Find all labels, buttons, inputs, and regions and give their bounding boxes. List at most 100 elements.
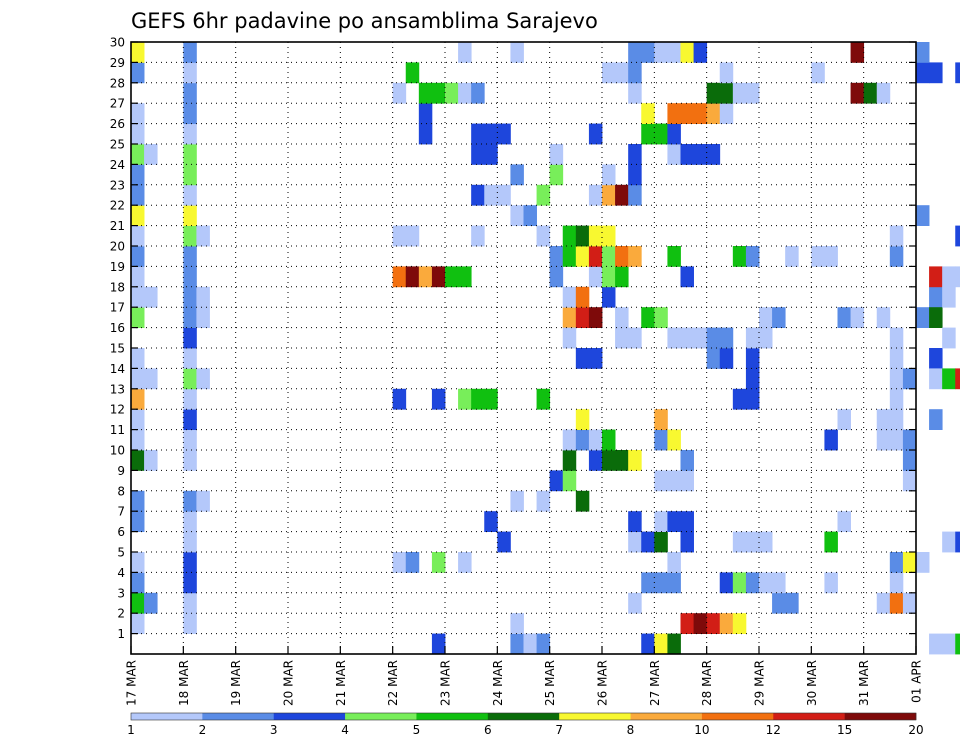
heatmap-cell: [183, 286, 197, 308]
colorbar-frame: [130, 712, 917, 721]
heatmap-cell: [916, 62, 930, 84]
heatmap-cell: [484, 144, 498, 165]
heatmap-cell: [680, 266, 694, 288]
y-tick-label: 29: [110, 56, 125, 70]
heatmap-cell: [889, 388, 904, 410]
colorbar-segment: [273, 713, 346, 720]
heatmap-cell: [732, 531, 747, 553]
heatmap-cell: [588, 123, 603, 145]
heatmap-cell: [562, 225, 577, 247]
heatmap-cell: [131, 511, 145, 532]
heatmap-cell: [628, 327, 642, 349]
heatmap-cell: [562, 450, 577, 471]
heatmap-cell: [667, 511, 681, 532]
heatmap-cell: [942, 531, 956, 553]
heatmap-cell: [575, 348, 590, 369]
heatmap-cell: [392, 82, 407, 104]
y-axis-ticks: 1234567891011121314151617181920212223242…: [110, 36, 916, 641]
heatmap-cell: [602, 225, 616, 247]
x-tick-label: 20 MAR: [282, 660, 296, 706]
y-tick-label: 8: [117, 484, 125, 498]
heatmap-cell: [745, 246, 760, 267]
heatmap-cell: [654, 307, 668, 328]
colorbar-label: 20: [908, 723, 923, 737]
heatmap-cell: [418, 103, 433, 124]
heatmap-cell: [196, 286, 210, 308]
colorbar-segment: [559, 713, 631, 720]
heatmap-cell: [497, 184, 511, 206]
heatmap-cell: [183, 225, 197, 247]
heatmap-cell: [732, 572, 747, 594]
heatmap-cell: [680, 327, 694, 349]
colorbar-label: 1: [127, 723, 135, 737]
heatmap-cell: [497, 531, 511, 553]
heatmap-cell: [667, 470, 681, 492]
heatmap-cell: [131, 429, 145, 451]
heatmap-cell: [824, 429, 838, 451]
heatmap-cell: [902, 592, 917, 614]
heatmap-cell: [929, 307, 943, 328]
heatmap-cell: [484, 123, 498, 145]
heatmap-cell: [602, 62, 616, 84]
heatmap-cell: [745, 348, 760, 369]
heatmap-cell: [562, 327, 577, 349]
heatmap-cell: [667, 123, 681, 145]
y-tick-label: 13: [110, 382, 125, 396]
heatmap-cell: [562, 470, 577, 492]
heatmap-cell: [510, 633, 524, 655]
heatmap-cell: [562, 307, 577, 328]
heatmap-cell: [641, 572, 655, 594]
heatmap-cell: [916, 42, 930, 63]
heatmap-cell: [575, 307, 590, 328]
heatmap-cell: [131, 592, 145, 614]
heatmap-cell: [183, 450, 197, 471]
y-tick-label: 21: [110, 219, 125, 233]
heatmap-cell: [680, 42, 694, 63]
heatmap-cell: [745, 388, 760, 410]
heatmap-cell: [131, 123, 145, 145]
heatmap-cell: [706, 103, 721, 124]
heatmap-cell: [719, 62, 734, 84]
colorbar-label: 2: [199, 723, 207, 737]
heatmap-cell: [955, 266, 960, 288]
y-tick-label: 24: [110, 158, 125, 172]
heatmap-cell: [889, 327, 904, 349]
heatmap-cell: [706, 348, 721, 369]
heatmap-cell: [131, 144, 145, 165]
heatmap-cell: [680, 470, 694, 492]
heatmap-cell: [942, 633, 956, 655]
heatmap-cell: [811, 246, 825, 267]
heatmap-cell: [706, 327, 721, 349]
heatmap-cell: [144, 144, 158, 165]
heatmap-cell: [929, 266, 943, 288]
heatmap-cell: [745, 531, 760, 553]
y-tick-label: 11: [110, 423, 125, 437]
heatmap-cell: [615, 246, 629, 267]
heatmap-cell: [785, 592, 799, 614]
x-tick-label: 24 MAR: [491, 660, 505, 706]
heatmap-cell: [706, 613, 721, 634]
heatmap-cell: [458, 42, 472, 63]
heatmap-cell: [824, 572, 838, 594]
heatmap-cell: [183, 592, 197, 614]
colorbar-label: 15: [837, 723, 852, 737]
heatmap-cell: [562, 429, 577, 451]
heatmap-cell: [144, 592, 158, 614]
heatmap-cell: [837, 409, 851, 430]
heatmap-cell: [131, 348, 145, 369]
heatmap-cell: [183, 307, 197, 328]
heatmap-cell: [445, 82, 459, 104]
x-tick-label: 19 MAR: [229, 660, 243, 706]
heatmap-cell: [183, 572, 197, 594]
heatmap-cell: [641, 103, 655, 124]
x-tick-label: 21 MAR: [334, 660, 348, 706]
plot-frame: [130, 41, 917, 655]
heatmap-cell: [824, 246, 838, 267]
heatmap-cell: [667, 103, 681, 124]
colorbar-label: 8: [627, 723, 635, 737]
heatmap-cell: [405, 552, 420, 573]
heatmap-cell: [745, 327, 760, 349]
colorbar-label: 6: [484, 723, 492, 737]
heatmap-cell: [183, 368, 197, 390]
heatmap-cell: [418, 82, 433, 104]
